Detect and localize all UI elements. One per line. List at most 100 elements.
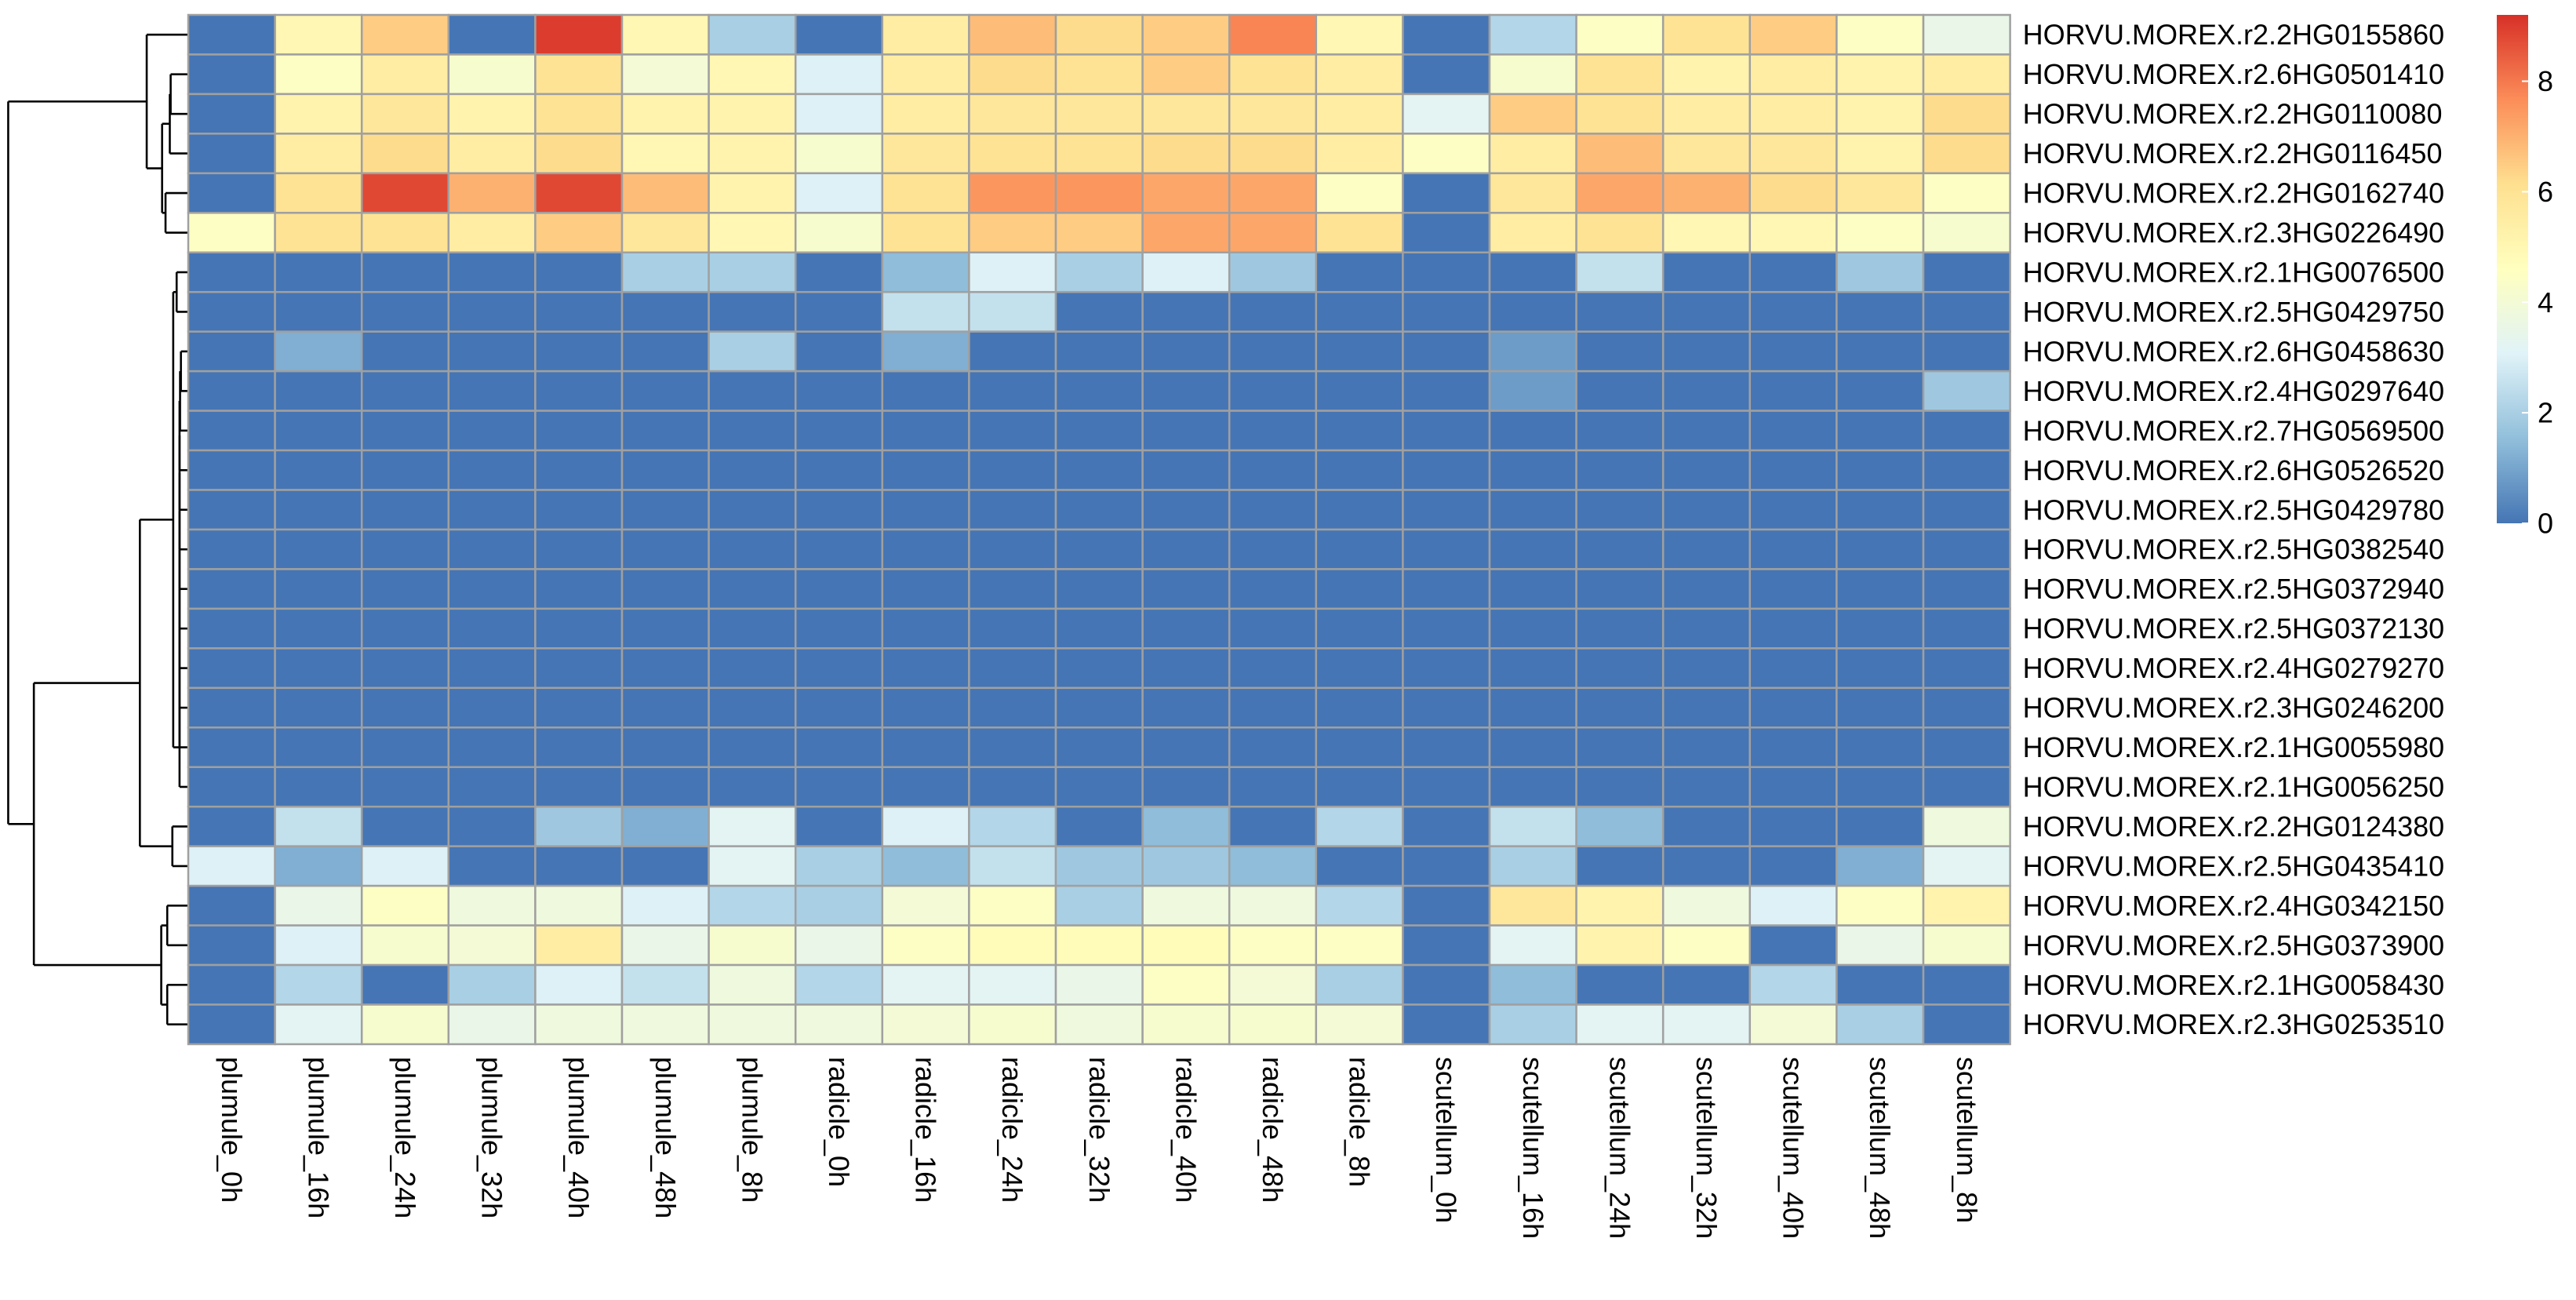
heatmap-cell <box>1054 528 1144 570</box>
heatmap-cell <box>360 607 450 650</box>
column-label: plumule_32h <box>476 1057 508 1218</box>
heatmap-cell <box>1054 489 1144 531</box>
heatmap-cell <box>1402 528 1491 570</box>
column-label: plumule_48h <box>649 1057 682 1218</box>
heatmap-cell <box>1575 172 1665 214</box>
heatmap-cell <box>1402 924 1491 967</box>
heatmap-cell <box>274 884 363 927</box>
heatmap-cell <box>187 251 276 293</box>
heatmap-cell <box>1054 93 1144 135</box>
heatmap-cell <box>1402 133 1491 175</box>
heatmap-cell <box>1228 607 1318 650</box>
column-label: plumule_16h <box>302 1057 334 1218</box>
heatmap-cell <box>1402 963 1491 1006</box>
heatmap-cell <box>1836 647 1925 690</box>
heatmap-cell <box>1488 963 1577 1006</box>
heatmap-cell <box>1575 489 1665 531</box>
heatmap-cell <box>1488 370 1577 412</box>
row-label: HORVU.MOREX.r2.5HG0372130 <box>2023 613 2445 645</box>
heatmap-cell <box>708 251 797 293</box>
heatmap-cell <box>1922 370 2011 412</box>
heatmap-cell <box>1402 1003 1491 1046</box>
heatmap-cell <box>360 963 450 1006</box>
heatmap-cell <box>1922 963 2011 1006</box>
heatmap-cell <box>447 251 537 293</box>
heatmap-cell <box>1922 1003 2011 1046</box>
heatmap-cell <box>447 528 537 570</box>
heatmap-cell <box>1315 330 1404 373</box>
heatmap-cell <box>1141 845 1231 887</box>
color-legend: 0 2 4 6 8 <box>2497 15 2553 540</box>
heatmap-cell <box>620 884 710 927</box>
heatmap-cell <box>1228 805 1318 847</box>
heatmap-cell <box>1141 528 1231 570</box>
heatmap-cell <box>1661 924 1752 967</box>
heatmap-cell <box>1836 766 1925 808</box>
heatmap-cell <box>620 726 710 768</box>
heatmap-cell <box>1402 13 1491 56</box>
heatmap-cell <box>968 449 1057 491</box>
heatmap-cell <box>1748 647 1838 690</box>
heatmap-cell <box>1315 1003 1404 1046</box>
heatmap-cell <box>1748 212 1838 254</box>
heatmap-cell <box>708 53 797 96</box>
heatmap-cell <box>1402 93 1491 135</box>
heatmap-cell <box>1054 410 1144 452</box>
heatmap-cell <box>1228 1003 1318 1046</box>
heatmap-cell <box>1402 607 1491 650</box>
heatmap-cell <box>1922 528 2011 570</box>
heatmap-cell <box>360 449 450 491</box>
heatmap-cell <box>1922 410 2011 452</box>
heatmap-cell <box>1054 845 1144 887</box>
column-label: radicle_16h <box>910 1057 942 1203</box>
row-dendrogram <box>7 33 188 1026</box>
heatmap-cell <box>360 172 450 214</box>
column-label: plumule_24h <box>389 1057 421 1218</box>
heatmap-cell <box>794 449 884 491</box>
heatmap-cell <box>1054 449 1144 491</box>
heatmap-cell <box>1488 1003 1577 1046</box>
heatmap-cell <box>620 686 710 729</box>
heatmap-cell <box>1054 370 1144 412</box>
heatmap-cell <box>1836 489 1925 531</box>
heatmap-cell <box>1402 172 1491 214</box>
heatmap-cell <box>1922 924 2011 967</box>
heatmap-cell <box>1661 251 1752 293</box>
heatmap-cell <box>1054 766 1144 808</box>
heatmap-cell <box>1836 686 1925 729</box>
heatmap-cell <box>620 963 710 1006</box>
heatmap-cell <box>1141 93 1231 135</box>
row-label: HORVU.MOREX.r2.2HG0162740 <box>2023 177 2445 209</box>
heatmap-cell <box>447 133 537 175</box>
heatmap-cell <box>1228 410 1318 452</box>
heatmap-cell <box>968 607 1057 650</box>
heatmap-cell <box>708 568 797 610</box>
heatmap-cell <box>1141 1003 1231 1046</box>
column-label: plumule_40h <box>562 1057 595 1218</box>
heatmap-cell <box>1748 766 1838 808</box>
heatmap-cell <box>1661 766 1752 808</box>
heatmap-cell <box>968 251 1057 293</box>
heatmap-cell <box>1922 93 2011 135</box>
heatmap-cell <box>881 410 970 452</box>
heatmap-cell <box>447 212 537 254</box>
row-label: HORVU.MOREX.r2.5HG0429780 <box>2023 493 2445 526</box>
heatmap-cell <box>1575 251 1665 293</box>
heatmap-cell <box>1748 805 1838 847</box>
heatmap-cell <box>1315 489 1404 531</box>
heatmap-cell <box>187 963 276 1006</box>
heatmap-cell <box>1661 884 1752 927</box>
heatmap-cell <box>1575 53 1665 96</box>
heatmap-cell <box>1402 251 1491 293</box>
heatmap-cell <box>1228 212 1318 254</box>
heatmap-cell <box>1228 686 1318 729</box>
heatmap-cell <box>360 1003 450 1046</box>
heatmap-cell <box>1836 924 1925 967</box>
heatmap-cell <box>1054 568 1144 610</box>
heatmap-cell <box>1836 53 1925 96</box>
heatmap-cell <box>620 53 710 96</box>
heatmap-cell <box>881 924 970 967</box>
heatmap-cell <box>1402 568 1491 610</box>
heatmap-cell <box>794 133 884 175</box>
